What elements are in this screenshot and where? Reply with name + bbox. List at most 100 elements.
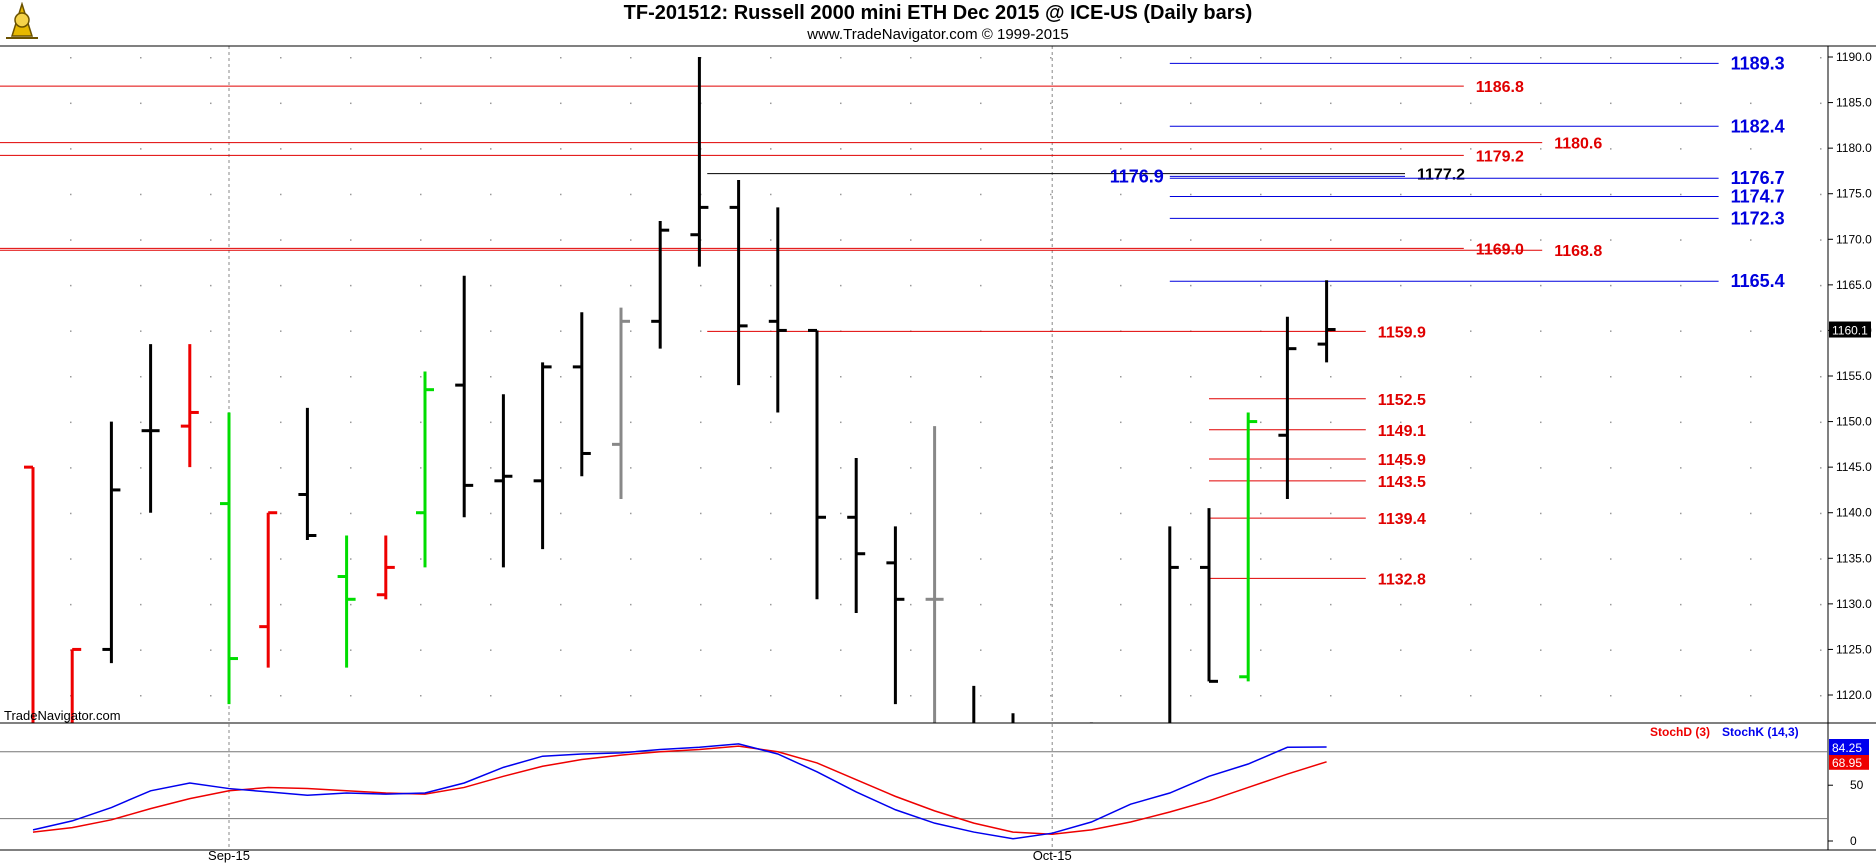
ohlc-bar (220, 412, 238, 705)
grid-dot (1260, 376, 1262, 378)
ohlc-bar (376, 535, 395, 600)
grid-dot (1330, 603, 1332, 606)
level-label: 1143.5 (1378, 474, 1426, 491)
grid-dot (560, 603, 562, 606)
grid-dot (1680, 558, 1682, 560)
grid-dot (140, 649, 142, 651)
ohlc-bar (925, 426, 944, 723)
chart-subtitle: www.TradeNavigator.com © 1999-2015 (807, 26, 1069, 43)
grid-dot (490, 330, 492, 332)
grid-dot (280, 603, 282, 606)
grid-dot (1190, 284, 1192, 287)
grid-dot (840, 603, 842, 606)
grid-dot (1400, 376, 1402, 378)
grid-dot (770, 102, 772, 105)
grid-dot (1680, 421, 1682, 424)
grid-dot (1330, 649, 1332, 651)
stoch-y-tick-label: 0 (1850, 834, 1857, 848)
grid-dot (770, 649, 772, 651)
grid-dot (1610, 57, 1612, 59)
grid-dot (630, 376, 632, 378)
grid-dot (1400, 603, 1402, 606)
grid-dot (420, 193, 422, 196)
grid-dot (280, 239, 282, 241)
grid-dot (350, 57, 352, 59)
grid-dot (1260, 512, 1262, 515)
grid-dot (420, 649, 422, 651)
ohlc-bar (847, 458, 866, 613)
grid-dot (350, 421, 352, 424)
level-label: 1159.9 (1378, 324, 1426, 341)
grid-dot (210, 284, 212, 287)
grid-dot (630, 193, 632, 196)
grid-dot (1260, 421, 1262, 424)
grid-dot (910, 467, 912, 469)
grid-dot (1050, 558, 1052, 560)
grid-dot (210, 512, 212, 515)
grid-dot (700, 284, 702, 287)
grid-dot (1050, 467, 1052, 469)
grid-dot (140, 148, 142, 150)
grid-dot (420, 330, 422, 332)
grid-dot (1680, 376, 1682, 378)
stoch-line (32, 745, 1327, 836)
grid-dot (490, 284, 492, 287)
grid-dot (770, 148, 772, 150)
ohlc-bar (690, 57, 709, 267)
grid-dot (910, 695, 912, 697)
grid-dot (560, 376, 562, 378)
grid-dot (560, 558, 562, 560)
stoch-y-tick-label: 50 (1850, 778, 1864, 792)
grid-dot (280, 57, 282, 59)
ohlc-bar (972, 685, 976, 723)
grid-dot (1120, 193, 1122, 196)
title-bar: TF-201512: Russell 2000 mini ETH Dec 201… (0, 0, 1876, 46)
grid-dot (1610, 330, 1612, 332)
grid-dot (1540, 330, 1542, 332)
grid-dot (1820, 330, 1822, 332)
grid-dot (1750, 239, 1752, 241)
grid-dot (210, 376, 212, 378)
grid-dot (140, 376, 142, 378)
grid-dot (910, 421, 912, 424)
grid-dot (630, 603, 632, 606)
grid-dot (1120, 558, 1122, 560)
grid-dot (140, 57, 142, 59)
grid-dot (140, 284, 142, 287)
grid-dot (1050, 376, 1052, 378)
grid-dot (280, 558, 282, 560)
grid-dot (770, 467, 772, 469)
grid-dot (1050, 239, 1052, 241)
grid-dot (770, 512, 772, 515)
grid-dot (1820, 558, 1822, 560)
grid-dot (1680, 193, 1682, 196)
grid-dot (1470, 102, 1472, 105)
y-tick-label: 1155.0 (1836, 369, 1872, 383)
ohlc-bar (298, 407, 317, 541)
grid-dot (490, 148, 492, 150)
grid-dot (350, 512, 352, 515)
grid-dot (490, 649, 492, 651)
grid-dot (980, 695, 982, 697)
grid-dot (1470, 695, 1472, 697)
y-tick-label: 1135.0 (1836, 551, 1872, 565)
grid-dot (490, 193, 492, 196)
grid-dot (1260, 193, 1262, 196)
grid-dot (1610, 193, 1612, 196)
ohlc-bar (494, 394, 513, 568)
grid-dot (1120, 57, 1122, 59)
grid-dot (1190, 421, 1192, 424)
trade-navigator-logo-icon (6, 2, 38, 39)
grid-dot (1260, 558, 1262, 560)
stochd-value-tag (1829, 753, 1869, 770)
grid-dot (560, 57, 562, 59)
grid-dot (1820, 57, 1822, 59)
grid-dot (700, 558, 702, 560)
grid-dot (980, 649, 982, 651)
grid-dot (980, 467, 982, 469)
ohlc-bar (416, 371, 434, 568)
grid-dot (1610, 239, 1612, 241)
grid-dot (560, 193, 562, 196)
grid-dot (560, 102, 562, 105)
